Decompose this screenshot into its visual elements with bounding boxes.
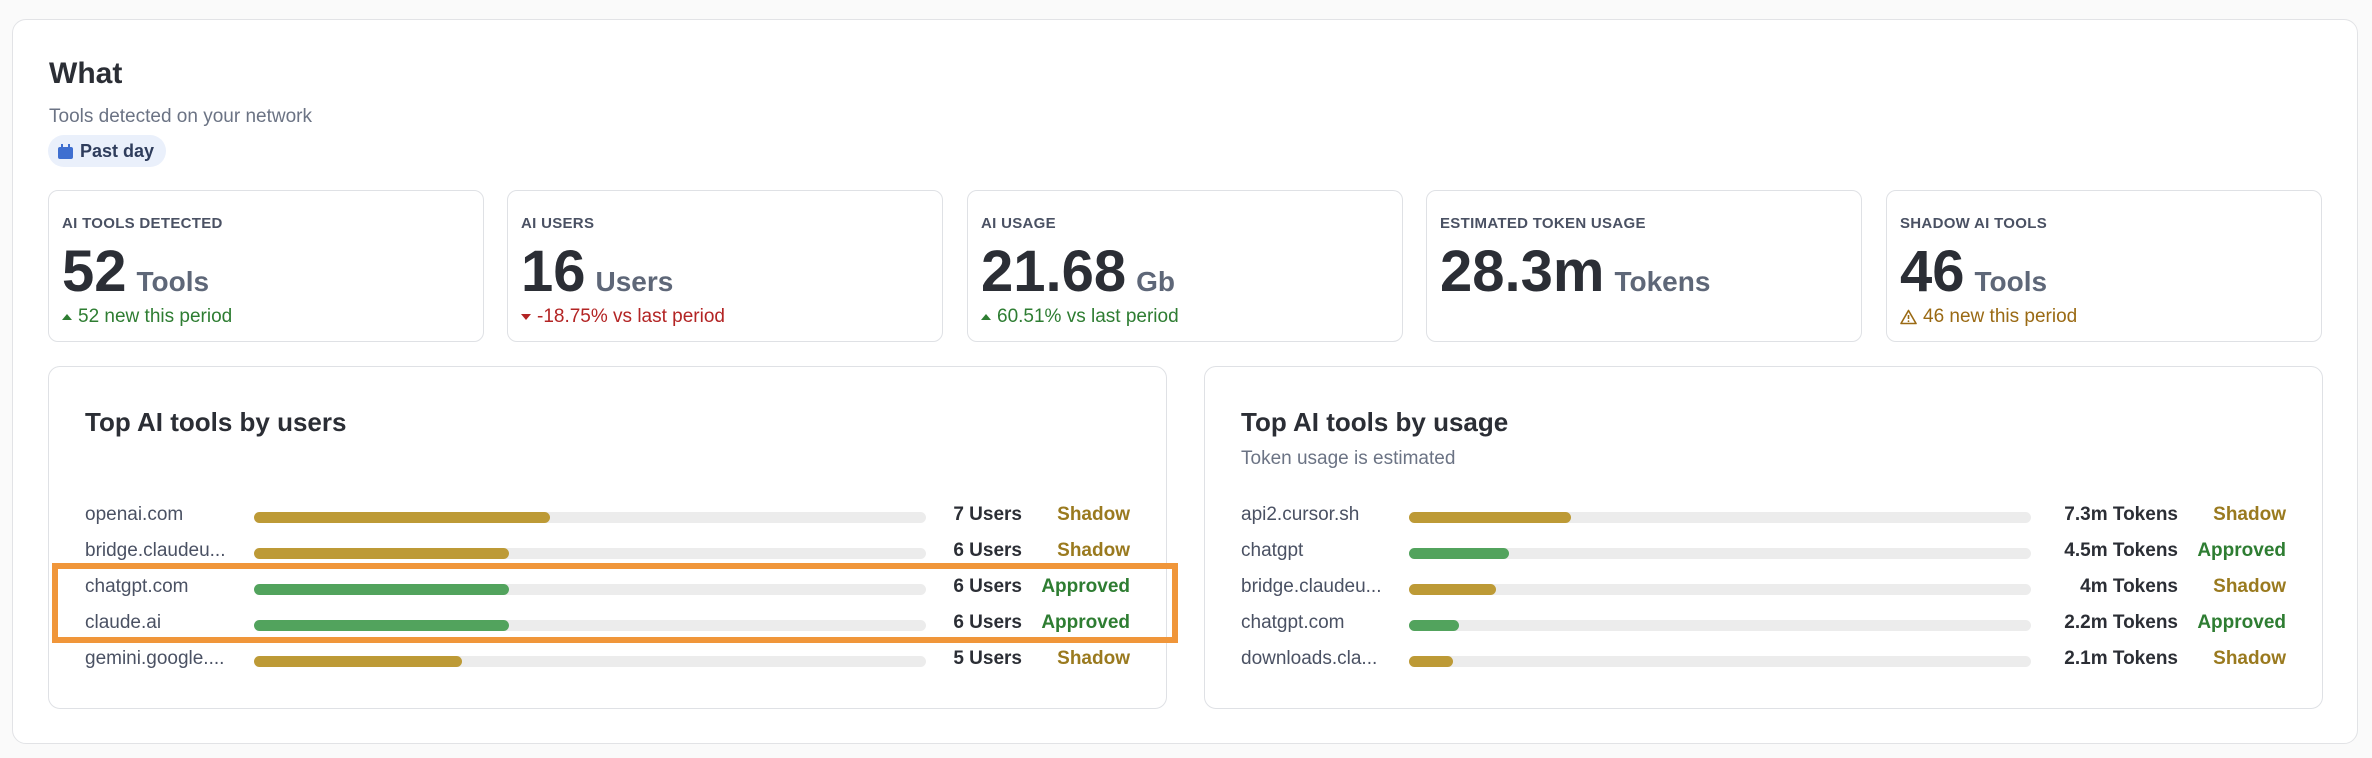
tool-name: bridge.claudeu...	[1241, 576, 1382, 597]
usage-bar-fill	[254, 512, 550, 523]
usage-bar-track	[1409, 620, 2031, 631]
stat-value: 28.3m	[1440, 239, 1605, 304]
stat-unit: Gb	[1136, 266, 1176, 297]
tool-count: 4.5m Tokens	[2064, 540, 2178, 561]
stat-delta: 52 new this period	[78, 306, 233, 327]
tool-count: 5 Users	[953, 648, 1022, 669]
tool-name: chatgpt.com	[85, 576, 189, 597]
stat-card-token-usage: ESTIMATED TOKEN USAGE 28.3m Tokens	[1426, 190, 1862, 342]
trend-down-icon	[521, 314, 531, 320]
period-label: Past day	[80, 140, 155, 161]
status-badge: Approved	[2197, 612, 2286, 633]
tool-name: api2.cursor.sh	[1241, 504, 1360, 525]
usage-bar-track	[1409, 584, 2031, 595]
page-title: What	[49, 57, 123, 90]
usage-bar-track	[254, 512, 926, 523]
status-badge: Shadow	[1057, 504, 1130, 525]
tool-row[interactable]: claude.ai 6 Users Approved	[49, 609, 1166, 639]
tool-count: 2.1m Tokens	[2064, 648, 2178, 669]
tool-count: 2.2m Tokens	[2064, 612, 2178, 633]
usage-bar-track	[1409, 548, 2031, 559]
stat-delta: 60.51% vs last period	[997, 306, 1179, 327]
stat-card-ai-usage: AI USAGE 21.68 Gb 60.51% vs last period	[967, 190, 1403, 342]
usage-bar-fill	[254, 656, 462, 667]
usage-bar-fill	[1409, 656, 1453, 667]
stat-value: 52	[62, 239, 127, 304]
usage-bar-fill	[1409, 548, 1509, 559]
usage-bar-fill	[1409, 620, 1459, 631]
stat-unit: Tools	[1974, 266, 2048, 297]
tool-name: claude.ai	[85, 612, 162, 633]
stat-value: 46	[1900, 239, 1965, 304]
stat-label: SHADOW AI TOOLS	[1900, 215, 2047, 232]
usage-bar-fill	[254, 584, 509, 595]
usage-bar-track	[254, 656, 926, 667]
tool-row[interactable]: bridge.claudeu... 4m Tokens Shadow	[1205, 573, 2322, 603]
status-badge: Approved	[1041, 612, 1130, 633]
tool-name: downloads.cla...	[1241, 648, 1378, 669]
status-badge: Shadow	[2213, 648, 2286, 669]
usage-bar-track	[254, 548, 926, 559]
tool-count: 7.3m Tokens	[2064, 504, 2178, 525]
tool-name: gemini.google....	[85, 648, 225, 669]
tool-row[interactable]: chatgpt.com 6 Users Approved	[49, 573, 1166, 603]
stat-value: 21.68	[981, 239, 1127, 304]
card-title: Top AI tools by users	[85, 407, 347, 437]
status-badge: Shadow	[1057, 540, 1130, 561]
top-tools-by-users-card: Top AI tools by users openai.com 7 Users S…	[48, 366, 1167, 709]
card-title: Top AI tools by usage	[1241, 407, 1509, 437]
tool-name: bridge.claudeu...	[85, 540, 226, 561]
card-subtitle: Token usage is estimated	[1241, 448, 1456, 469]
status-badge: Approved	[1041, 576, 1130, 597]
tool-row[interactable]: chatgpt.com 2.2m Tokens Approved	[1205, 609, 2322, 639]
period-selector[interactable]: Past day	[48, 135, 167, 167]
stat-delta: 46 new this period	[1923, 306, 2078, 327]
warning-icon	[1900, 309, 1917, 325]
usage-bar-fill	[1409, 584, 1496, 595]
stat-card-ai-tools: AI TOOLS DETECTED 52 Tools 52 new this p…	[48, 190, 484, 342]
tool-count: 7 Users	[953, 504, 1022, 525]
stat-delta: -18.75% vs last period	[537, 306, 725, 327]
tool-count: 6 Users	[953, 540, 1022, 561]
tool-row[interactable]: gemini.google.... 5 Users Shadow	[49, 645, 1166, 675]
stat-unit: Tools	[136, 266, 210, 297]
tool-name: openai.com	[85, 504, 184, 525]
usage-bar-track	[1409, 656, 2031, 667]
usage-bar-fill	[254, 548, 509, 559]
calendar-icon	[58, 143, 73, 159]
tool-row[interactable]: downloads.cla... 2.1m Tokens Shadow	[1205, 645, 2322, 675]
usage-bar-track	[1409, 512, 2031, 523]
status-badge: Approved	[2197, 540, 2286, 561]
stat-label: AI USERS	[521, 215, 595, 232]
stat-card-ai-users: AI USERS 16 Users -18.75% vs last period	[507, 190, 943, 342]
tool-name: chatgpt	[1241, 540, 1304, 561]
tool-row[interactable]: openai.com 7 Users Shadow	[49, 501, 1166, 531]
page-subtitle: Tools detected on your network	[49, 106, 312, 127]
stat-value: 16	[521, 239, 586, 304]
usage-bar-fill	[1409, 512, 1571, 523]
status-badge: Shadow	[1057, 648, 1130, 669]
stat-label: AI TOOLS DETECTED	[62, 215, 223, 232]
stat-label: AI USAGE	[981, 215, 1056, 232]
tool-count: 6 Users	[953, 612, 1022, 633]
usage-bar-track	[254, 584, 926, 595]
stat-label: ESTIMATED TOKEN USAGE	[1440, 215, 1646, 232]
trend-up-icon	[981, 314, 991, 320]
status-badge: Shadow	[2213, 504, 2286, 525]
status-badge: Shadow	[2213, 576, 2286, 597]
stat-card-shadow-tools: SHADOW AI TOOLS 46 Tools 46 new this per…	[1886, 190, 2322, 342]
usage-bar-fill	[254, 620, 509, 631]
trend-up-icon	[62, 314, 72, 320]
stat-unit: Users	[595, 266, 674, 297]
tool-count: 6 Users	[953, 576, 1022, 597]
tool-name: chatgpt.com	[1241, 612, 1345, 633]
tool-count: 4m Tokens	[2080, 576, 2178, 597]
usage-bar-track	[254, 620, 926, 631]
tool-row[interactable]: api2.cursor.sh 7.3m Tokens Shadow	[1205, 501, 2322, 531]
tool-row[interactable]: chatgpt 4.5m Tokens Approved	[1205, 537, 2322, 567]
tool-row[interactable]: bridge.claudeu... 6 Users Shadow	[49, 537, 1166, 567]
stat-unit: Tokens	[1614, 266, 1711, 297]
top-tools-by-usage-card: Top AI tools by usage Token usage is est…	[1204, 366, 2323, 709]
